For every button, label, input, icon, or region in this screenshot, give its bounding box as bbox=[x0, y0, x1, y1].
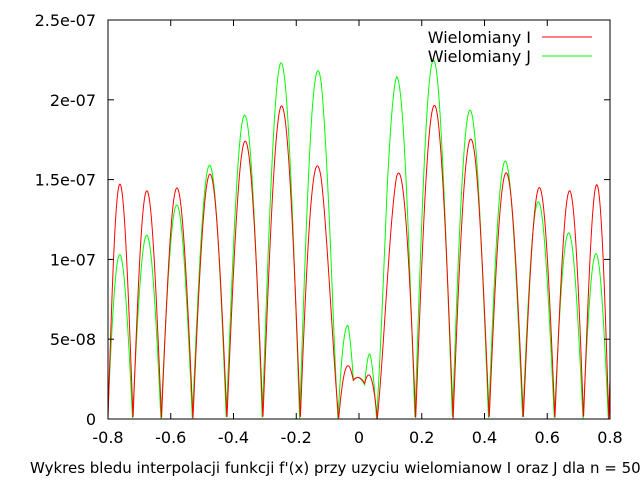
x-tick-label: 0.2 bbox=[409, 428, 434, 447]
y-tick-label: 5e-08 bbox=[50, 330, 96, 349]
legend-entry-label: Wielomiany I bbox=[428, 28, 531, 47]
y-tick-label: 0 bbox=[86, 410, 96, 429]
ticks-layer: -0.8 -0.6 -0.4 -0.2 0 0.2 0.4 0.6 0.8 0 5e-08 1e-07… bbox=[35, 11, 623, 447]
x-tick-label: 0.4 bbox=[472, 428, 497, 447]
x-tick-label: 0 bbox=[354, 428, 364, 447]
series-line bbox=[107, 59, 611, 419]
x-tick-label: -0.2 bbox=[281, 428, 312, 447]
x-tick-label: 0.6 bbox=[535, 428, 560, 447]
x-tick-label: -0.6 bbox=[155, 428, 186, 447]
x-tick-label: -0.8 bbox=[92, 428, 123, 447]
legend-entry-label: Wielomiany J bbox=[428, 47, 531, 66]
x-tick-label: 0.8 bbox=[597, 428, 622, 447]
series-line bbox=[107, 104, 611, 420]
y-tick-label: 1e-07 bbox=[50, 250, 96, 269]
y-tick-label: 1.5e-07 bbox=[35, 171, 96, 190]
curves-layer bbox=[107, 59, 611, 420]
x-tick-label: -0.4 bbox=[218, 428, 249, 447]
y-tick-label: 2e-07 bbox=[50, 91, 96, 110]
y-tick-label: 2.5e-07 bbox=[35, 11, 96, 30]
x-axis-label: Wykres bledu interpolacji funkcji f'(x) … bbox=[30, 459, 640, 477]
